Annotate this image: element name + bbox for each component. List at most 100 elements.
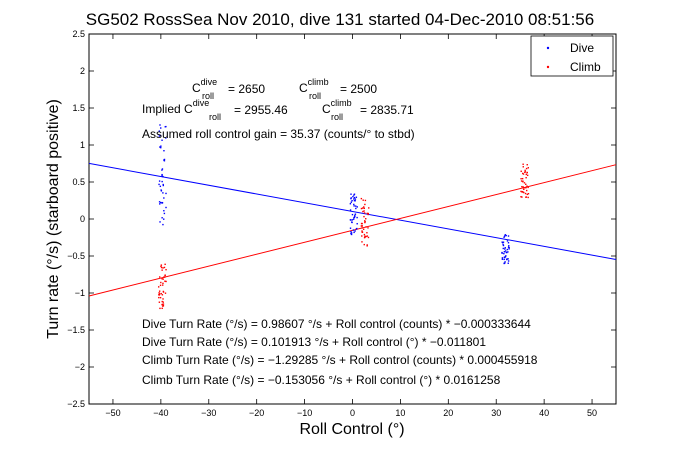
- data-point-dive: [350, 193, 352, 195]
- data-point-dive: [163, 218, 165, 220]
- y-tick-label: −1.5: [67, 325, 85, 335]
- data-point-dive: [353, 199, 356, 202]
- data-point-climb: [159, 307, 161, 310]
- data-point-climb: [361, 241, 363, 243]
- data-points: [157, 124, 530, 310]
- data-point-dive: [353, 203, 355, 206]
- data-point-dive: [354, 215, 356, 218]
- data-point-climb: [366, 212, 369, 215]
- data-point-dive: [353, 198, 355, 200]
- data-point-dive: [354, 213, 357, 215]
- data-point-climb: [522, 180, 524, 182]
- data-point-dive: [160, 201, 162, 204]
- data-point-dive: [353, 196, 356, 199]
- data-point-climb: [526, 189, 528, 192]
- data-point-climb: [525, 196, 527, 198]
- data-point-climb: [162, 303, 165, 305]
- data-point-dive: [353, 205, 355, 207]
- data-point-dive: [503, 252, 505, 255]
- data-point-dive: [351, 221, 353, 223]
- data-point-dive: [161, 139, 163, 141]
- data-point-climb: [522, 172, 524, 175]
- implied-climb-value: = 2835.71: [360, 103, 414, 117]
- data-point-climb: [527, 192, 530, 195]
- fit-lines: [88, 162, 617, 297]
- data-point-dive: [349, 203, 352, 205]
- data-point-climb: [521, 177, 524, 180]
- data-point-dive: [507, 260, 510, 262]
- plot-frame: [88, 33, 617, 405]
- data-point-climb: [160, 292, 162, 295]
- data-point-climb: [158, 294, 160, 296]
- data-point-climb: [162, 282, 164, 285]
- data-point-climb: [527, 167, 530, 169]
- data-point-climb: [161, 278, 163, 280]
- data-point-dive: [356, 223, 358, 225]
- data-point-climb: [520, 170, 522, 172]
- data-point-climb: [364, 221, 366, 223]
- x-tick-label: 10: [395, 408, 405, 418]
- data-point-dive: [501, 257, 504, 259]
- data-point-dive: [504, 247, 506, 249]
- data-point-climb: [159, 284, 162, 287]
- data-point-climb: [520, 180, 523, 182]
- data-point-climb: [366, 245, 368, 247]
- data-point-dive: [505, 251, 508, 254]
- implied-dive-symbol: Implied C: [142, 102, 193, 116]
- data-point-climb: [523, 191, 525, 194]
- data-point-dive: [159, 185, 162, 188]
- data-point-climb: [365, 226, 367, 228]
- data-point-dive: [506, 258, 508, 260]
- y-tick-label: 0.5: [72, 177, 85, 187]
- data-point-climb: [162, 267, 164, 269]
- data-point-dive: [349, 227, 352, 229]
- data-point-dive: [161, 180, 163, 183]
- data-point-dive: [350, 231, 352, 233]
- data-point-climb: [525, 176, 527, 179]
- legend: Dive Climb: [530, 35, 614, 77]
- data-point-dive: [354, 198, 357, 200]
- y-tick-label: −2: [75, 362, 85, 372]
- data-point-climb: [160, 281, 162, 284]
- data-point-climb: [367, 213, 369, 216]
- data-point-dive: [502, 247, 504, 250]
- data-point-climb: [160, 265, 162, 268]
- data-point-climb: [523, 182, 526, 184]
- data-point-climb: [366, 244, 368, 246]
- data-point-dive: [355, 196, 358, 198]
- data-point-climb: [162, 305, 165, 307]
- data-point-climb: [161, 307, 163, 310]
- data-point-climb: [164, 280, 166, 282]
- data-point-dive: [503, 256, 506, 258]
- data-point-dive: [505, 255, 507, 257]
- data-point-dive: [502, 241, 505, 243]
- fit-line-climb: [88, 164, 617, 297]
- data-point-dive: [165, 206, 167, 209]
- legend-climb-label: Climb: [570, 60, 601, 74]
- c-climb-value: = 2500: [340, 82, 377, 96]
- data-point-dive: [501, 251, 503, 254]
- data-point-dive: [504, 255, 507, 258]
- data-point-climb: [364, 220, 366, 222]
- c-dive-symbol: C: [192, 81, 201, 95]
- svg-text:Cclimb: Cclimb: [322, 98, 352, 116]
- c-climb-subscript: roll: [309, 91, 321, 101]
- data-point-climb: [522, 166, 524, 168]
- data-point-dive: [163, 150, 165, 152]
- data-point-dive: [507, 251, 509, 253]
- data-point-dive: [353, 194, 355, 196]
- data-point-climb: [364, 203, 366, 206]
- data-point-climb: [360, 225, 363, 227]
- data-point-climb: [526, 174, 529, 177]
- data-point-climb: [158, 301, 161, 303]
- data-point-climb: [366, 232, 368, 234]
- data-point-dive: [506, 240, 509, 242]
- data-point-dive: [502, 244, 505, 247]
- data-point-dive: [161, 175, 163, 177]
- data-point-dive: [158, 180, 161, 182]
- data-point-climb: [165, 280, 167, 283]
- data-point-dive: [159, 134, 162, 137]
- x-tick-label: 50: [587, 408, 597, 418]
- x-tick-label: 20: [443, 408, 453, 418]
- data-point-climb: [524, 186, 526, 189]
